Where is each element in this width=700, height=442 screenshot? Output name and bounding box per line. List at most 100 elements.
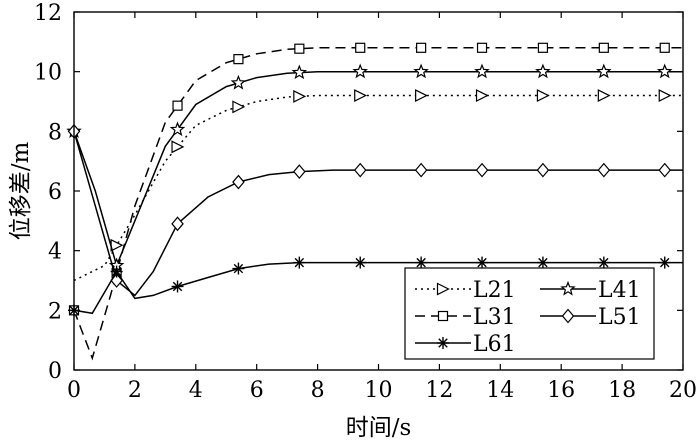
marker-star xyxy=(535,63,551,79)
marker-star xyxy=(595,63,612,79)
marker-triangle-right xyxy=(658,89,672,103)
y-tick-label: 4 xyxy=(48,240,62,265)
y-tick-label: 12 xyxy=(34,1,62,26)
x-tick-label: 16 xyxy=(547,378,575,403)
asterisk-stroke xyxy=(599,257,609,268)
x-tick-label: 4 xyxy=(189,378,203,403)
marker-diamond xyxy=(597,162,611,178)
marker-triangle-right xyxy=(171,140,185,154)
x-axis-title: 时间/s xyxy=(346,415,412,441)
asterisk-stroke xyxy=(438,338,448,348)
marker-asterisk xyxy=(110,265,123,278)
marker-star xyxy=(413,63,429,79)
marker-square xyxy=(172,100,183,111)
marker-triangle-right xyxy=(436,282,450,296)
marker-square xyxy=(537,42,549,53)
marker-diamond xyxy=(475,162,489,178)
marker-asterisk xyxy=(415,256,428,269)
marker-triangle-right xyxy=(415,89,428,103)
marker-diamond xyxy=(232,174,245,190)
x-tick-label: 20 xyxy=(669,378,697,403)
y-tick-label: 2 xyxy=(48,299,62,324)
x-tick-label: 14 xyxy=(486,378,514,403)
marker-star xyxy=(474,63,490,79)
legend-item-l51: L51 xyxy=(540,305,641,330)
marker-diamond xyxy=(536,162,550,178)
x-tick-label: 0 xyxy=(67,378,81,403)
y-axis-title: 位移差/m xyxy=(8,142,34,241)
series-layer xyxy=(66,42,683,361)
marker-square xyxy=(476,42,488,53)
marker-triangle-right xyxy=(293,89,307,103)
series-line-l61 xyxy=(73,261,683,315)
marker-diamond xyxy=(658,162,672,178)
marker-diamond xyxy=(293,164,306,180)
marker-diamond xyxy=(353,162,367,178)
legend-label: L41 xyxy=(598,278,641,303)
marker-star xyxy=(656,63,673,79)
legend-item-l41: L41 xyxy=(540,278,641,303)
marker-asterisk xyxy=(597,256,610,269)
x-tick-label: 8 xyxy=(311,378,325,403)
asterisk-stroke xyxy=(111,266,122,277)
marker-triangle-right xyxy=(232,100,246,114)
marker-square xyxy=(598,42,609,53)
marker-asterisk xyxy=(437,337,449,349)
marker-diamond xyxy=(414,162,428,178)
marker-square xyxy=(659,42,670,53)
marker-asterisk xyxy=(171,280,184,293)
marker-square xyxy=(437,310,449,322)
x-tick-label: 6 xyxy=(250,378,264,403)
marker-star xyxy=(230,74,247,90)
legend-item-l61: L61 xyxy=(415,332,516,357)
series-l61 xyxy=(68,256,683,317)
marker-triangle-right xyxy=(354,89,368,103)
marker-star xyxy=(560,280,576,296)
series-line-l41 xyxy=(73,70,683,268)
asterisk-stroke xyxy=(477,257,487,268)
marker-asterisk xyxy=(354,256,367,269)
marker-triangle-right xyxy=(597,89,611,103)
x-tick-label: 18 xyxy=(608,378,636,403)
plot-frame xyxy=(73,11,684,371)
y-tick-label: 10 xyxy=(34,61,62,86)
marker-diamond xyxy=(561,308,575,324)
y-tick-label: 6 xyxy=(48,180,62,205)
legend-item-l31: L31 xyxy=(415,305,516,330)
asterisk-stroke xyxy=(416,257,426,268)
marker-square xyxy=(355,42,366,53)
marker-star xyxy=(291,64,308,80)
marker-star xyxy=(169,121,186,137)
marker-asterisk xyxy=(658,256,671,269)
asterisk-stroke xyxy=(172,281,183,292)
x-tick-label: 12 xyxy=(425,378,453,403)
y-tick-label: 0 xyxy=(48,359,62,384)
marker-square xyxy=(416,42,427,53)
asterisk-stroke xyxy=(233,263,244,274)
legend-item-l21: L21 xyxy=(415,278,516,303)
asterisk-stroke xyxy=(659,257,670,268)
marker-star xyxy=(352,63,368,79)
y-tick-label: 8 xyxy=(48,120,62,145)
legend-label: L31 xyxy=(473,305,516,330)
asterisk-stroke xyxy=(355,257,365,268)
marker-triangle-right xyxy=(110,238,124,252)
x-tick-label: 10 xyxy=(365,378,393,403)
legend-label: L21 xyxy=(473,278,516,303)
marker-diamond xyxy=(171,216,184,232)
marker-asterisk xyxy=(476,256,489,269)
axis-ticks: 0 2 4 6 8 10 12 14 16 18 20 0 2 4 6 8 10 12 xyxy=(34,1,697,403)
marker-asterisk xyxy=(232,262,245,275)
marker-asterisk xyxy=(293,256,306,269)
legend-label: L51 xyxy=(598,305,641,330)
marker-square xyxy=(233,54,244,65)
legend-label: L61 xyxy=(473,332,516,357)
marker-triangle-right xyxy=(475,89,489,103)
x-tick-label: 2 xyxy=(128,378,142,403)
asterisk-stroke xyxy=(294,257,305,268)
series-l21 xyxy=(73,89,683,282)
marker-asterisk xyxy=(536,256,549,269)
asterisk-stroke xyxy=(538,257,548,268)
